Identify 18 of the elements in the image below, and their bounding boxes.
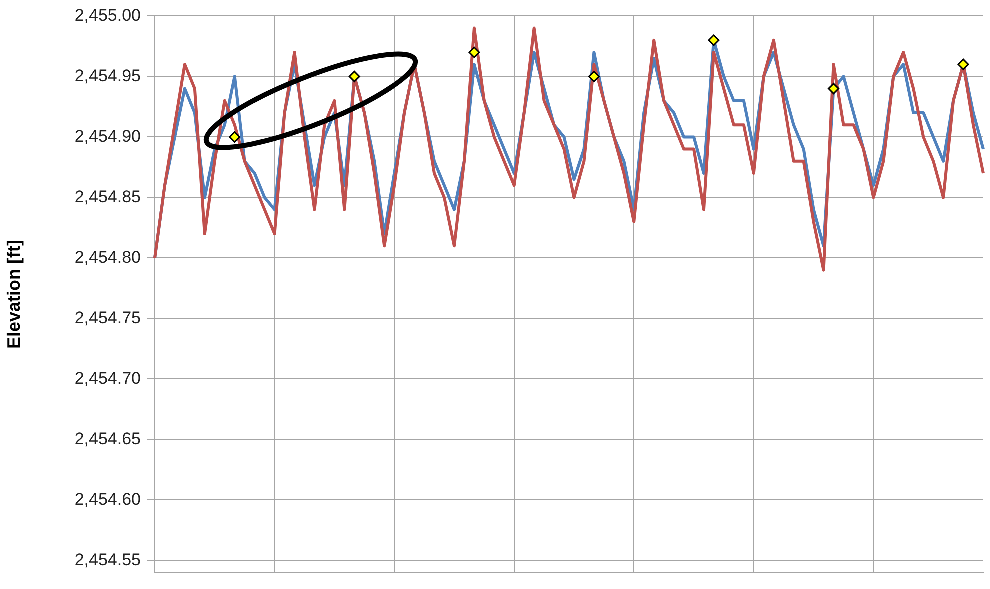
point <box>468 46 480 58</box>
point <box>828 83 840 95</box>
y-tick-label: 2,454.90 <box>74 126 141 146</box>
y-tick-label: 2,454.80 <box>74 248 141 267</box>
point <box>588 70 600 82</box>
y-tick-label: 2,454.65 <box>74 429 141 448</box>
y-tick-label: 2,454.60 <box>74 490 141 509</box>
point <box>958 58 970 70</box>
point <box>708 34 720 46</box>
point <box>348 70 360 82</box>
y-tick-label: 2,455.00 <box>74 6 141 25</box>
y-tick-label: 2,454.85 <box>74 187 141 206</box>
y-tick-label: 2,454.95 <box>74 66 141 86</box>
y-tick-label: 2,454.75 <box>74 308 141 328</box>
y-axis-title: Elevation [ft] <box>4 240 24 350</box>
point <box>229 131 241 143</box>
y-tick-label: 2,454.55 <box>74 550 141 570</box>
y-tick-label: 2,454.70 <box>74 368 141 388</box>
